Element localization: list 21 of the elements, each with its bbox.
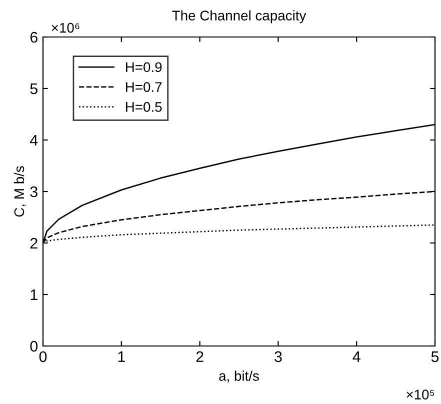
y-axis-title: C, M b/s <box>14 166 26 217</box>
legend-label: H=0.5 <box>126 102 162 112</box>
y-tick-label: 1 <box>30 290 38 300</box>
x-tick-label: 1 <box>118 351 125 362</box>
text: ×10⁵ <box>406 390 434 400</box>
legend-label: H=0.9 <box>126 62 162 72</box>
y-tick-label: 5 <box>30 84 38 94</box>
y-tick-label: 3 <box>30 186 38 198</box>
text: ×10⁶ <box>52 22 80 33</box>
y-tick-label: 0 <box>30 340 38 352</box>
x-tick-label: 3 <box>274 351 282 362</box>
x-tick-label: 5 <box>431 351 439 362</box>
x-tick-label: 4 <box>352 351 360 362</box>
chart-title: The Channel capacity <box>172 10 306 24</box>
x-axis-title: a, bit/s <box>219 370 259 382</box>
y-tick-label: 6 <box>30 32 38 43</box>
x-tick-label: 2 <box>196 351 204 362</box>
x-tick-label: 0 <box>39 351 47 362</box>
y-tick-label: 4 <box>30 135 38 146</box>
legend-label: H=0.7 <box>126 82 162 92</box>
y-tick-label: 2 <box>30 238 38 249</box>
